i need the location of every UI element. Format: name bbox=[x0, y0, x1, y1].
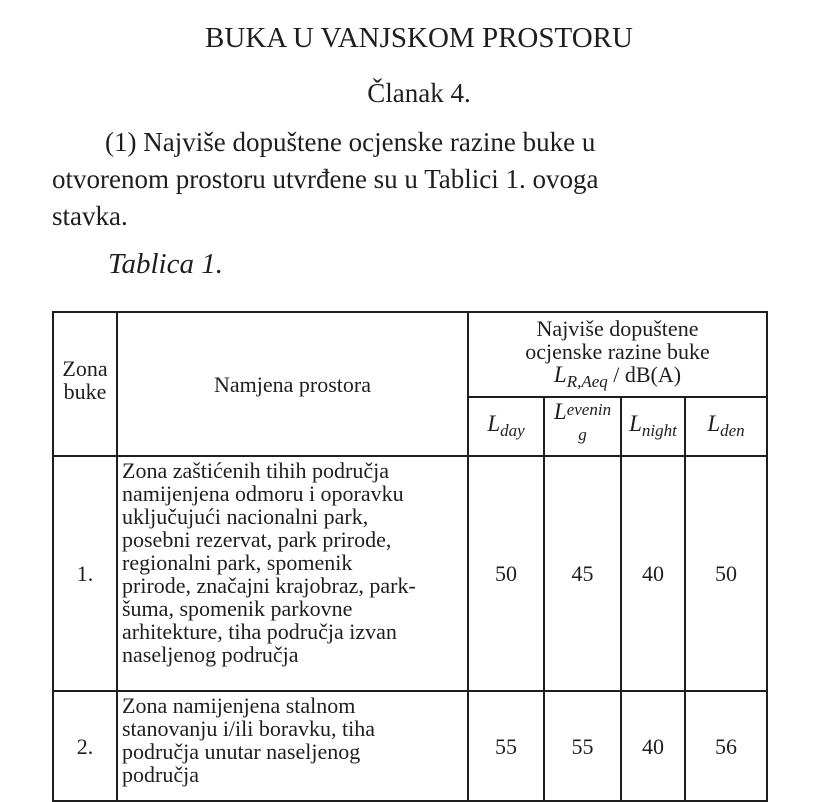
article-number: Članak 4. bbox=[367, 78, 471, 108]
zone-cell: 2. bbox=[52, 690, 118, 802]
lden-cell: 50 bbox=[684, 455, 768, 692]
table-row: 1. Zona zaštićenih tihih područja namijen… bbox=[52, 455, 768, 692]
zone-cell: 1. bbox=[52, 455, 118, 692]
paragraph-line: otvorenom prostoru utvrđene su u Tablici… bbox=[52, 164, 599, 194]
header-limits: Najviše dopuštene ocjenske razine buke L… bbox=[467, 311, 768, 398]
lnight-cell: 40 bbox=[620, 455, 686, 692]
noise-limits-table: Zona buke Namjena prostora Najviše dopuš… bbox=[52, 311, 768, 802]
lden-cell: 56 bbox=[684, 690, 768, 802]
header-lnight: Lnight bbox=[620, 396, 686, 457]
levening-cell: 55 bbox=[543, 690, 622, 802]
table-caption: Tablica 1. bbox=[108, 248, 223, 280]
levening-cell: 45 bbox=[543, 455, 622, 692]
paragraph-line: (1) Najviše dopuštene ocjenske razine bu… bbox=[105, 127, 596, 157]
lnight-cell: 40 bbox=[620, 690, 686, 802]
unit-symbol: LR,Aeq bbox=[553, 361, 608, 391]
header-lden: Lden bbox=[684, 396, 768, 457]
lday-cell: 50 bbox=[467, 455, 545, 692]
paragraph-line: stavka. bbox=[52, 201, 128, 231]
purpose-cell: Zona zaštićenih tihih područja namijenjen… bbox=[116, 455, 469, 692]
section-title: BUKA U VANJSKOM PROSTORU bbox=[205, 22, 633, 54]
header-purpose: Namjena prostora bbox=[116, 311, 469, 457]
table-row: 2. Zona namijenjena stalnom stanovanju i/… bbox=[52, 690, 768, 802]
header-zone: Zona buke bbox=[52, 311, 118, 457]
header-levening: Levenin g bbox=[543, 396, 622, 457]
lday-cell: 55 bbox=[467, 690, 545, 802]
purpose-cell: Zona namijenjena stalnom stanovanju i/ili… bbox=[116, 690, 469, 802]
header-lday: Lday bbox=[467, 396, 545, 457]
